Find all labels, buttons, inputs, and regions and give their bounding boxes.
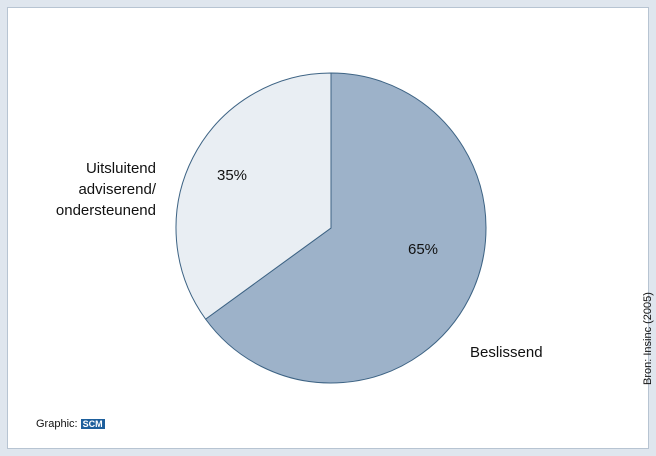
- category-label: Beslissend: [470, 344, 543, 361]
- source: Bron: Insinc (2005): [642, 292, 654, 385]
- pie-slice: [175, 72, 332, 320]
- credit-text: Graphic:: [36, 418, 78, 430]
- logo: SCM: [80, 419, 105, 429]
- pie-slice: [204, 72, 487, 384]
- value-label: 65%: [408, 241, 438, 258]
- credit: Graphic: SCM: [36, 418, 105, 430]
- value-label: 35%: [217, 167, 247, 184]
- category-label: Uitsluitend adviserend/ ondersteunend: [55, 160, 156, 219]
